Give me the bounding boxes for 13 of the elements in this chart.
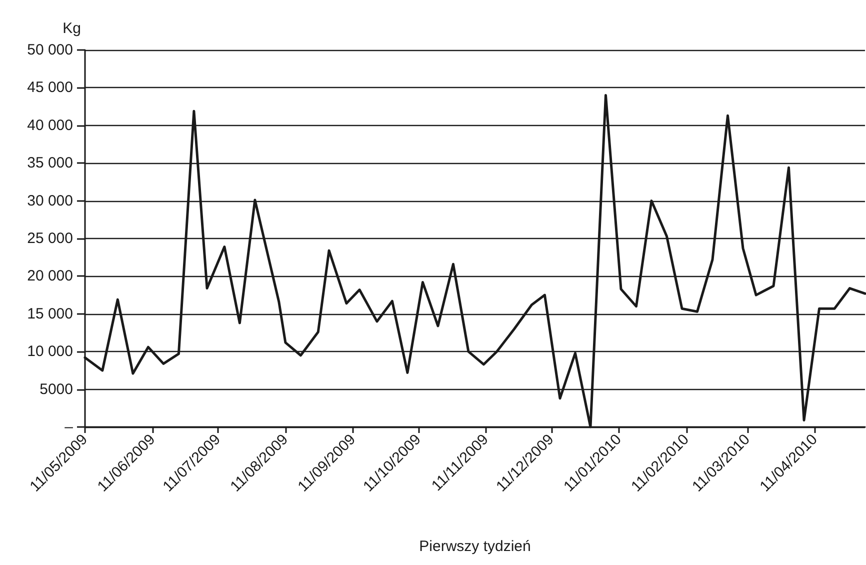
y-tick-label: 10 000: [27, 343, 73, 360]
y-axis-title: Kg: [62, 20, 81, 37]
y-tick-label: 40 000: [27, 116, 73, 134]
x-axis-title: Pierwszy tydzień: [419, 538, 531, 555]
y-tick-label: 20 000: [27, 268, 73, 285]
y-tick-label: 30 000: [27, 192, 73, 210]
y-tick-label: 5000: [40, 380, 73, 398]
y-tick-label: 25 000: [27, 230, 73, 247]
y-tick-label: 35 000: [27, 154, 73, 172]
y-tick-label: 15 000: [27, 305, 73, 322]
y-tick-label: 45 000: [27, 79, 73, 96]
y-tick-label: –: [64, 418, 74, 436]
y-tick-label: 50 000: [27, 42, 73, 58]
